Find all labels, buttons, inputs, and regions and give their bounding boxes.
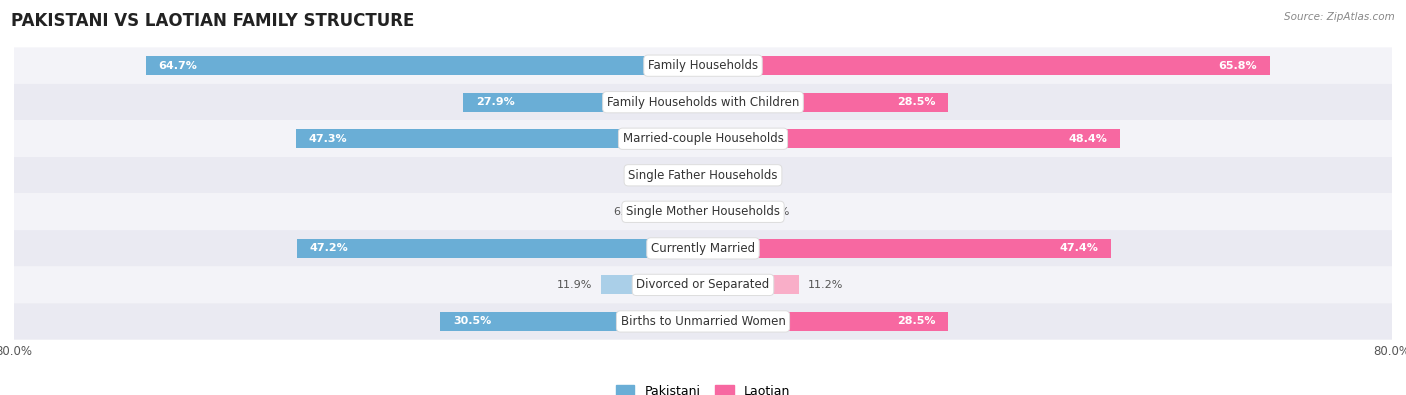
Text: Currently Married: Currently Married — [651, 242, 755, 255]
Bar — [295, 129, 703, 148]
Text: 64.7%: 64.7% — [159, 61, 198, 71]
Text: Married-couple Households: Married-couple Households — [623, 132, 783, 145]
Bar — [440, 312, 703, 331]
Text: Single Father Households: Single Father Households — [628, 169, 778, 182]
Bar — [703, 93, 949, 112]
Bar — [703, 166, 721, 185]
Text: PAKISTANI VS LAOTIAN FAMILY STRUCTURE: PAKISTANI VS LAOTIAN FAMILY STRUCTURE — [11, 12, 415, 30]
FancyBboxPatch shape — [14, 267, 1392, 303]
Text: 2.2%: 2.2% — [731, 170, 759, 180]
Text: Source: ZipAtlas.com: Source: ZipAtlas.com — [1284, 12, 1395, 22]
Text: 28.5%: 28.5% — [897, 316, 935, 326]
Bar — [703, 56, 1270, 75]
Text: 2.3%: 2.3% — [647, 170, 675, 180]
Bar — [703, 129, 1119, 148]
Text: Births to Unmarried Women: Births to Unmarried Women — [620, 315, 786, 328]
FancyBboxPatch shape — [14, 84, 1392, 120]
Bar — [703, 275, 800, 294]
Text: 11.2%: 11.2% — [808, 280, 844, 290]
Bar — [297, 239, 703, 258]
Text: 28.5%: 28.5% — [897, 97, 935, 107]
Text: 27.9%: 27.9% — [475, 97, 515, 107]
Text: 11.9%: 11.9% — [557, 280, 592, 290]
Text: Family Households: Family Households — [648, 59, 758, 72]
Text: 48.4%: 48.4% — [1069, 134, 1107, 144]
FancyBboxPatch shape — [14, 303, 1392, 340]
Text: 30.5%: 30.5% — [453, 316, 492, 326]
Bar — [703, 239, 1111, 258]
Text: 47.4%: 47.4% — [1059, 243, 1098, 253]
FancyBboxPatch shape — [14, 194, 1392, 230]
Text: Single Mother Households: Single Mother Households — [626, 205, 780, 218]
Bar — [683, 166, 703, 185]
FancyBboxPatch shape — [14, 120, 1392, 157]
Bar — [600, 275, 703, 294]
Bar — [703, 312, 949, 331]
Text: 6.1%: 6.1% — [613, 207, 643, 217]
FancyBboxPatch shape — [14, 47, 1392, 84]
Text: Divorced or Separated: Divorced or Separated — [637, 278, 769, 292]
Text: 65.8%: 65.8% — [1218, 61, 1257, 71]
Legend: Pakistani, Laotian: Pakistani, Laotian — [616, 385, 790, 395]
Bar — [703, 202, 754, 221]
Bar — [463, 93, 703, 112]
Bar — [146, 56, 703, 75]
Text: 47.3%: 47.3% — [308, 134, 347, 144]
Text: Family Households with Children: Family Households with Children — [607, 96, 799, 109]
Text: 5.8%: 5.8% — [762, 207, 790, 217]
Text: 47.2%: 47.2% — [309, 243, 349, 253]
FancyBboxPatch shape — [14, 230, 1392, 267]
Bar — [651, 202, 703, 221]
FancyBboxPatch shape — [14, 157, 1392, 194]
